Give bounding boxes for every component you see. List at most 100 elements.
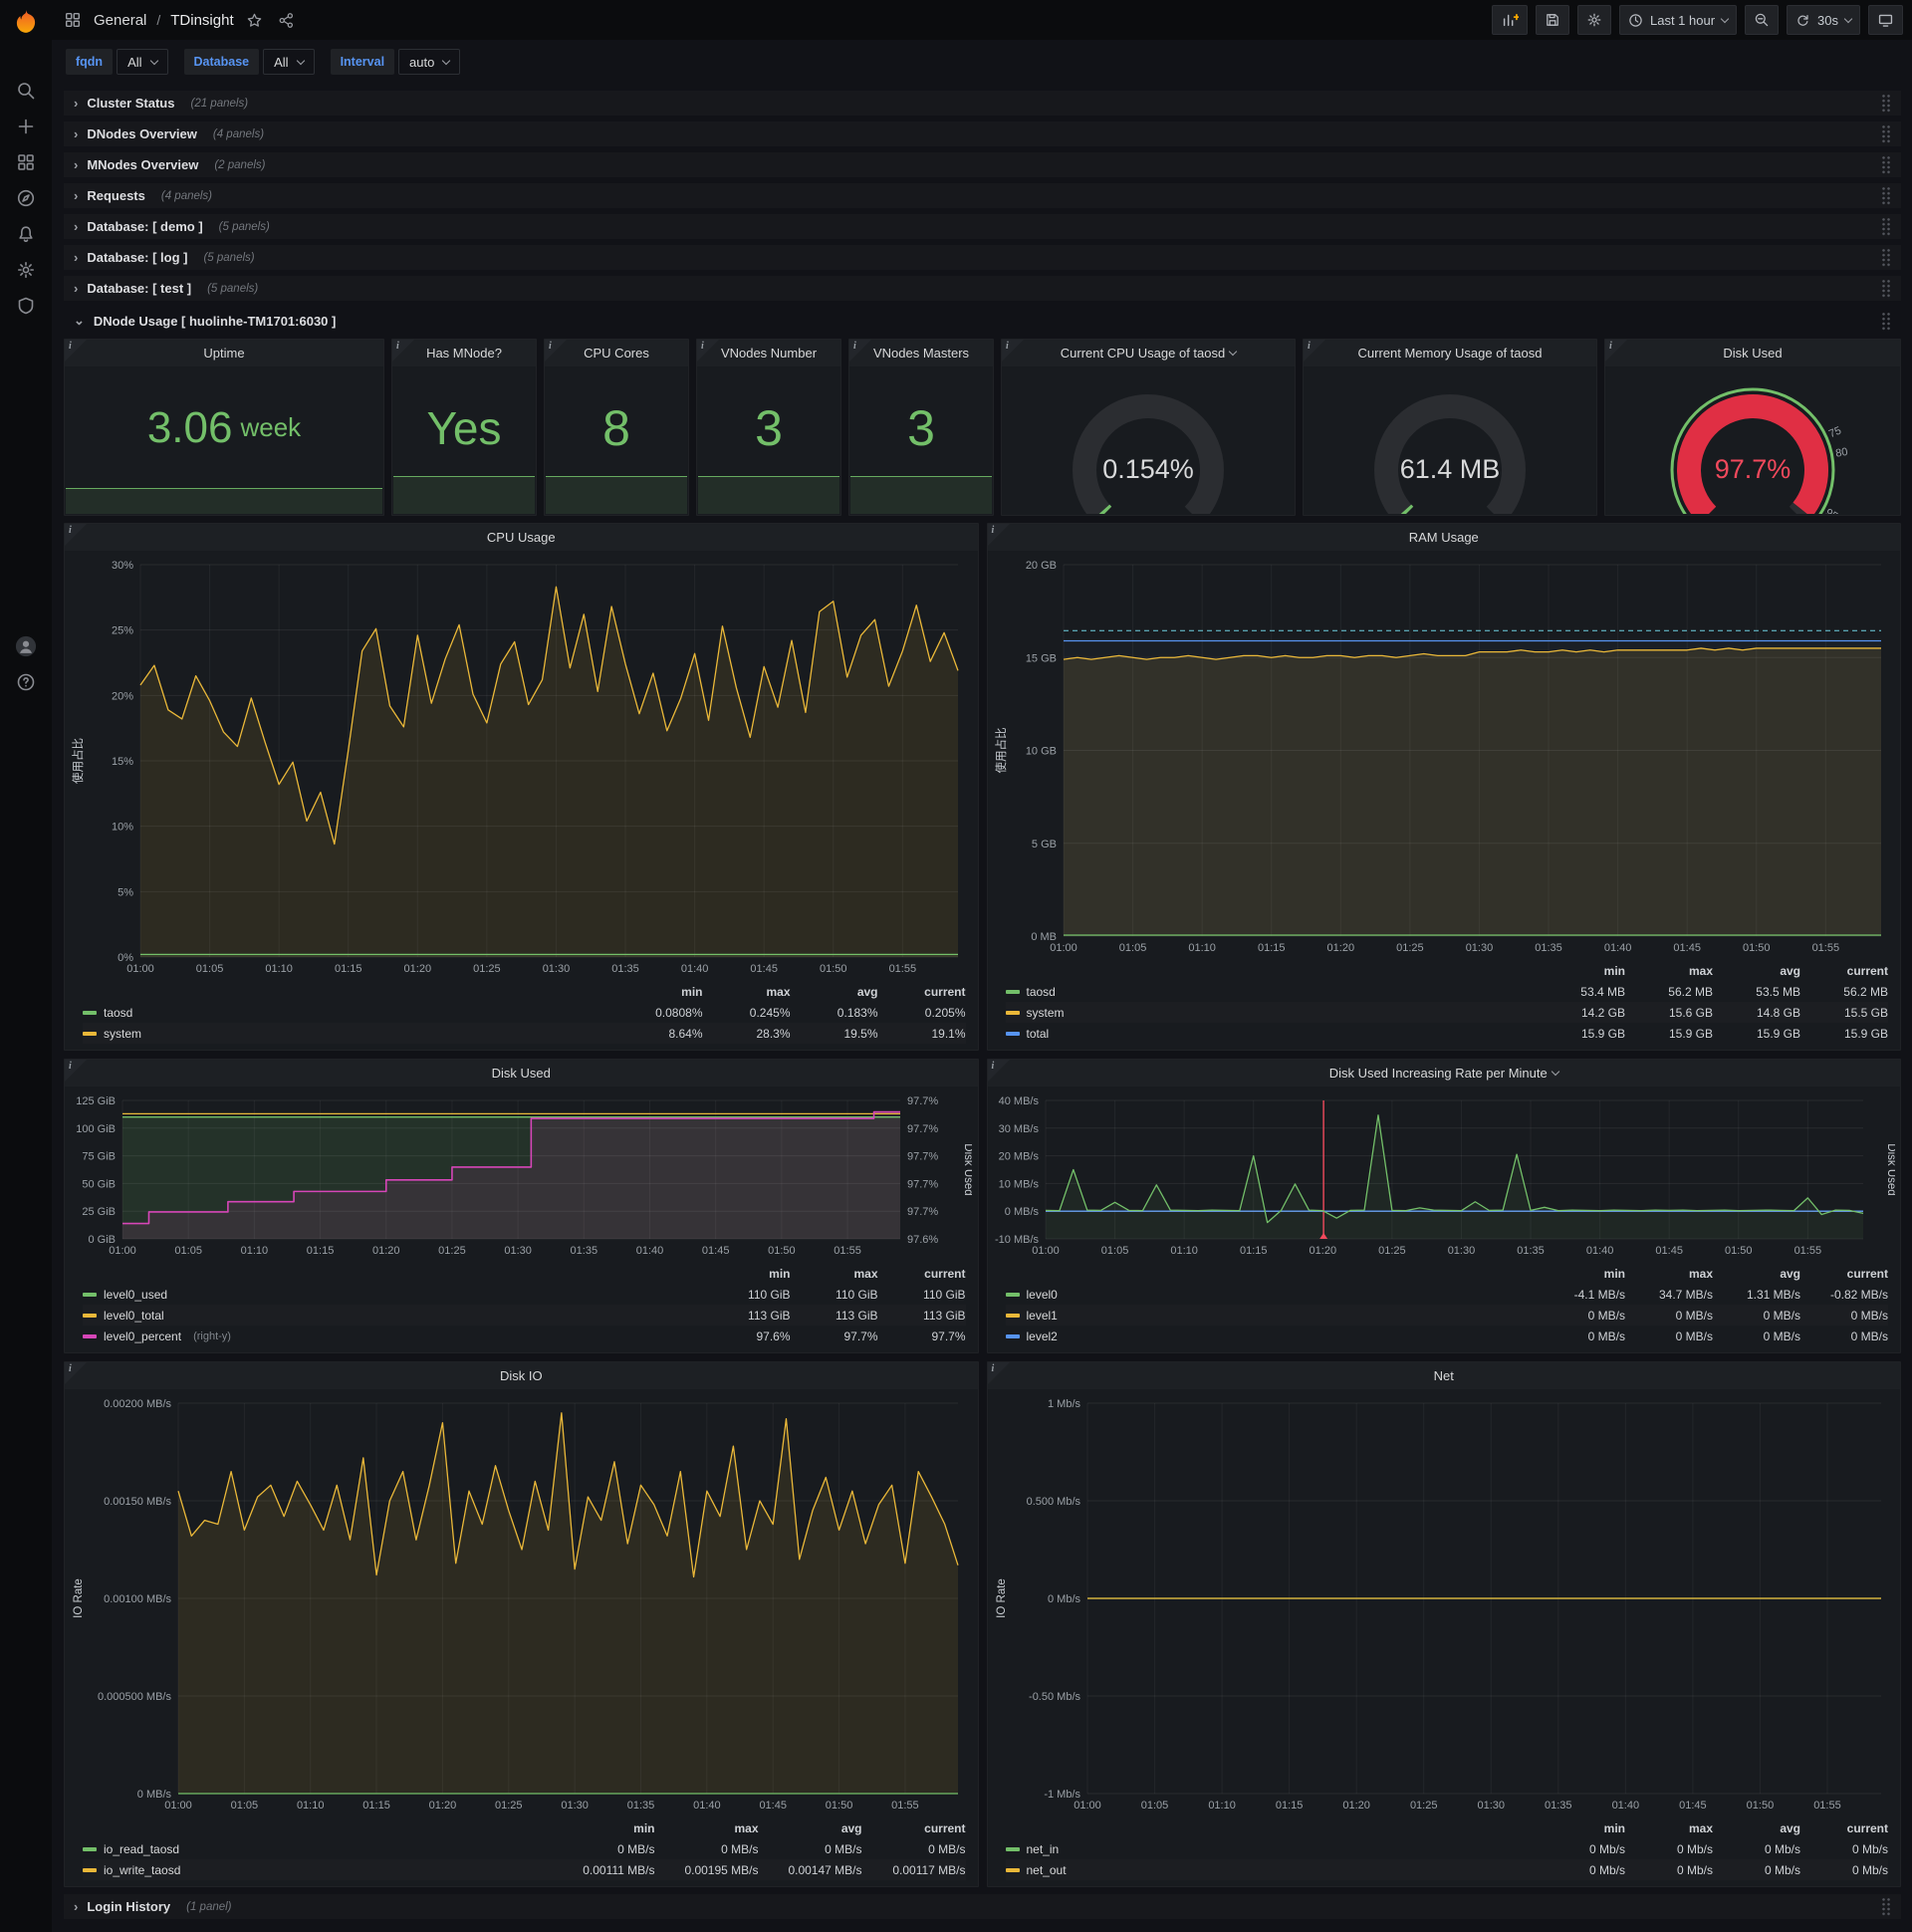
panel-title[interactable]: Has MNode? bbox=[392, 340, 536, 366]
row-database-demo-[interactable]: › Database: [ demo ] (5 panels) bbox=[64, 214, 1901, 239]
legend-col-header[interactable]: min bbox=[1603, 1820, 1625, 1835]
legend-col-header[interactable]: max bbox=[766, 984, 791, 999]
legend-series-toggle[interactable]: level0_used bbox=[83, 1288, 703, 1302]
legend-col-header[interactable]: max bbox=[734, 1820, 759, 1835]
row-database-log-[interactable]: › Database: [ log ] (5 panels) bbox=[64, 245, 1901, 270]
row-database-test-[interactable]: › Database: [ test ] (5 panels) bbox=[64, 276, 1901, 301]
panel-title[interactable]: Current Memory Usage of taosd bbox=[1304, 340, 1596, 366]
legend-series-toggle[interactable]: net_out bbox=[1005, 1863, 1539, 1877]
panel-title[interactable]: Disk Used Increasing Rate per Minute bbox=[988, 1060, 1901, 1087]
row-drag-handle[interactable] bbox=[1881, 217, 1891, 236]
panel-info-icon[interactable]: i bbox=[697, 340, 719, 362]
grafana-logo-icon[interactable] bbox=[0, 0, 52, 44]
legend-col-header[interactable]: min bbox=[633, 1820, 655, 1835]
explore-compass-icon[interactable] bbox=[15, 187, 37, 209]
dashboards-icon[interactable] bbox=[15, 151, 37, 173]
variable-value-dropdown[interactable]: All bbox=[117, 49, 168, 75]
row-drag-handle[interactable] bbox=[1881, 186, 1891, 205]
save-dashboard-button[interactable] bbox=[1535, 5, 1569, 35]
panel-title[interactable]: RAM Usage bbox=[988, 524, 1901, 551]
panel-title[interactable]: VNodes Masters bbox=[849, 340, 993, 366]
panel-title[interactable]: Disk IO bbox=[65, 1362, 978, 1389]
panel-info-icon[interactable]: i bbox=[1304, 340, 1325, 362]
legend-col-header[interactable]: current bbox=[1846, 963, 1888, 978]
legend-series-toggle[interactable]: level2 bbox=[1005, 1329, 1539, 1343]
chart-plot[interactable]: 1 Mb/s 0.500 Mb/s 0 Mb/s -0.50 Mb/s -1 Mb/s 0… bbox=[992, 1393, 1895, 1815]
panel-title[interactable]: Disk Used bbox=[1605, 340, 1900, 366]
chart-plot[interactable]: 125 GiB 97.7% 100 GiB 97.7% 75 GiB 97.7% 50 Gi… bbox=[69, 1090, 974, 1261]
legend-series-toggle[interactable]: system bbox=[83, 1027, 615, 1041]
legend-col-header[interactable]: avg bbox=[1780, 963, 1800, 978]
legend-series-toggle[interactable]: level0 bbox=[1005, 1288, 1539, 1302]
share-icon[interactable] bbox=[276, 9, 298, 31]
chart-plot[interactable]: 30% 25% 20% 15% 10% 5% 0% 01:00 01:05 01:10 01:15 0… bbox=[69, 555, 972, 979]
legend-col-header[interactable]: min bbox=[1603, 963, 1625, 978]
legend-col-header[interactable]: max bbox=[1688, 1266, 1713, 1281]
legend-col-header[interactable]: max bbox=[1688, 1820, 1713, 1835]
legend-series-toggle[interactable]: taosd bbox=[83, 1006, 615, 1020]
configuration-gear-icon[interactable] bbox=[15, 259, 37, 281]
legend-col-header[interactable]: min bbox=[1603, 1266, 1625, 1281]
legend-col-header[interactable]: min bbox=[681, 984, 703, 999]
panel-info-icon[interactable]: i bbox=[392, 340, 414, 362]
dashboard-grid-icon[interactable] bbox=[62, 9, 84, 31]
panel-info-icon[interactable]: i bbox=[1002, 340, 1024, 362]
legend-col-header[interactable]: min bbox=[769, 1266, 791, 1281]
breadcrumb-dashboard[interactable]: TDinsight bbox=[170, 11, 234, 29]
row-dnodes-overview[interactable]: › DNodes Overview (4 panels) bbox=[64, 121, 1901, 146]
legend-col-header[interactable]: current bbox=[1846, 1820, 1888, 1835]
panel-title[interactable]: CPU Usage bbox=[65, 524, 978, 551]
panel-info-icon[interactable]: i bbox=[849, 340, 871, 362]
create-plus-icon[interactable] bbox=[15, 116, 37, 137]
legend-col-header[interactable]: avg bbox=[1780, 1820, 1800, 1835]
legend-series-toggle[interactable]: level1 bbox=[1005, 1309, 1539, 1323]
legend-series-toggle[interactable]: net_in bbox=[1005, 1842, 1539, 1856]
legend-col-header[interactable]: current bbox=[924, 1820, 966, 1835]
legend-series-toggle[interactable]: level0_total bbox=[83, 1309, 703, 1323]
legend-series-toggle[interactable]: system bbox=[1005, 1006, 1539, 1020]
star-icon[interactable] bbox=[244, 9, 266, 31]
breadcrumb-folder[interactable]: General bbox=[94, 11, 147, 29]
legend-col-header[interactable]: avg bbox=[1780, 1266, 1800, 1281]
panel-title[interactable]: VNodes Number bbox=[697, 340, 840, 366]
row-drag-handle[interactable] bbox=[1881, 279, 1891, 298]
user-avatar[interactable] bbox=[15, 635, 37, 657]
panel-info-icon[interactable]: i bbox=[987, 1362, 1010, 1384]
panel-info-icon[interactable]: i bbox=[987, 1060, 1010, 1082]
zoom-out-time-button[interactable] bbox=[1745, 5, 1780, 35]
variable-label[interactable]: Database bbox=[183, 49, 260, 75]
variable-label[interactable]: fqdn bbox=[66, 49, 114, 75]
legend-series-toggle[interactable]: taosd bbox=[1005, 985, 1539, 999]
panel-info-icon[interactable]: i bbox=[1605, 340, 1627, 362]
panel-info-icon[interactable]: i bbox=[987, 524, 1010, 546]
legend-col-header[interactable]: avg bbox=[856, 984, 878, 999]
search-icon[interactable] bbox=[15, 80, 37, 102]
chart-plot[interactable]: 40 MB/s 30 MB/s 20 MB/s 10 MB/s 0 MB/s -10 MB… bbox=[992, 1090, 1896, 1261]
row-mnodes-overview[interactable]: › MNodes Overview (2 panels) bbox=[64, 152, 1901, 177]
panel-info-icon[interactable]: i bbox=[545, 340, 567, 362]
panel-info-icon[interactable]: i bbox=[65, 1060, 87, 1082]
panel-title[interactable]: CPU Cores bbox=[545, 340, 688, 366]
row-drag-handle[interactable] bbox=[1881, 155, 1891, 174]
legend-col-header[interactable]: current bbox=[924, 984, 966, 999]
time-range-picker[interactable]: Last 1 hour bbox=[1618, 5, 1738, 35]
legend-col-header[interactable]: max bbox=[853, 1266, 878, 1281]
row-drag-handle[interactable] bbox=[1881, 1897, 1891, 1916]
help-icon[interactable] bbox=[15, 671, 37, 693]
row-login-history[interactable]: › Login History (1 panel) bbox=[64, 1894, 1901, 1919]
dashboard-settings-button[interactable] bbox=[1576, 5, 1611, 35]
panel-title[interactable]: Net bbox=[988, 1362, 1901, 1389]
row-drag-handle[interactable] bbox=[1881, 248, 1891, 267]
panel-title[interactable]: Uptime bbox=[65, 340, 383, 366]
refresh-picker[interactable]: 30s bbox=[1787, 5, 1860, 35]
legend-series-toggle[interactable]: io_read_taosd bbox=[83, 1842, 552, 1856]
variable-value-dropdown[interactable]: All bbox=[263, 49, 315, 75]
row-drag-handle[interactable] bbox=[1881, 124, 1891, 143]
legend-series-toggle[interactable]: level0_percent (right-y) bbox=[83, 1329, 703, 1343]
row-cluster-status[interactable]: › Cluster Status (21 panels) bbox=[64, 91, 1901, 116]
row-drag-handle[interactable] bbox=[1881, 311, 1891, 331]
legend-series-toggle[interactable]: io_write_taosd bbox=[83, 1863, 552, 1877]
panel-info-icon[interactable]: i bbox=[65, 340, 87, 362]
add-panel-button[interactable] bbox=[1491, 5, 1528, 35]
cycle-view-mode-button[interactable] bbox=[1868, 5, 1903, 35]
